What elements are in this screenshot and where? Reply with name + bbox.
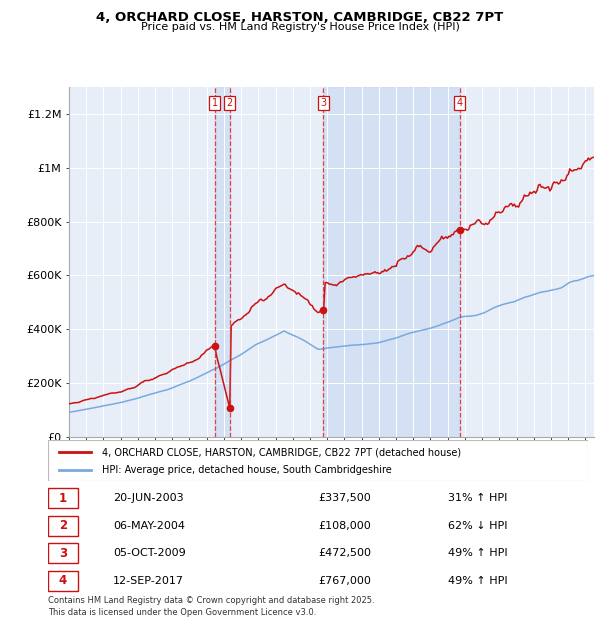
Text: Contains HM Land Registry data © Crown copyright and database right 2025.
This d: Contains HM Land Registry data © Crown c…	[48, 596, 374, 618]
FancyBboxPatch shape	[48, 488, 78, 508]
Text: 2: 2	[227, 98, 233, 108]
Text: £472,500: £472,500	[318, 548, 371, 558]
FancyBboxPatch shape	[48, 516, 78, 536]
FancyBboxPatch shape	[48, 543, 78, 563]
Text: 4: 4	[59, 574, 67, 587]
Text: 4, ORCHARD CLOSE, HARSTON, CAMBRIDGE, CB22 7PT: 4, ORCHARD CLOSE, HARSTON, CAMBRIDGE, CB…	[97, 11, 503, 24]
Text: 05-OCT-2009: 05-OCT-2009	[113, 548, 185, 558]
Text: £108,000: £108,000	[318, 521, 371, 531]
FancyBboxPatch shape	[48, 571, 78, 591]
Bar	[215, 87, 230, 437]
Text: 06-MAY-2004: 06-MAY-2004	[113, 521, 185, 531]
Text: 3: 3	[59, 547, 67, 560]
Text: 4: 4	[457, 98, 463, 108]
Text: 1: 1	[212, 98, 218, 108]
Text: 4, ORCHARD CLOSE, HARSTON, CAMBRIDGE, CB22 7PT (detached house): 4, ORCHARD CLOSE, HARSTON, CAMBRIDGE, CB…	[102, 447, 461, 458]
Text: Price paid vs. HM Land Registry's House Price Index (HPI): Price paid vs. HM Land Registry's House …	[140, 22, 460, 32]
Bar	[323, 87, 460, 437]
Text: 31% ↑ HPI: 31% ↑ HPI	[448, 493, 507, 503]
Text: 20-JUN-2003: 20-JUN-2003	[113, 493, 184, 503]
Text: 49% ↑ HPI: 49% ↑ HPI	[448, 548, 507, 558]
Text: 12-SEP-2017: 12-SEP-2017	[113, 576, 184, 586]
Text: 2: 2	[59, 519, 67, 532]
Text: 49% ↑ HPI: 49% ↑ HPI	[448, 576, 507, 586]
Text: 3: 3	[320, 98, 326, 108]
Text: £767,000: £767,000	[318, 576, 371, 586]
Text: 1: 1	[59, 492, 67, 505]
Text: £337,500: £337,500	[318, 493, 371, 503]
Text: HPI: Average price, detached house, South Cambridgeshire: HPI: Average price, detached house, Sout…	[102, 466, 392, 476]
Text: 62% ↓ HPI: 62% ↓ HPI	[448, 521, 507, 531]
